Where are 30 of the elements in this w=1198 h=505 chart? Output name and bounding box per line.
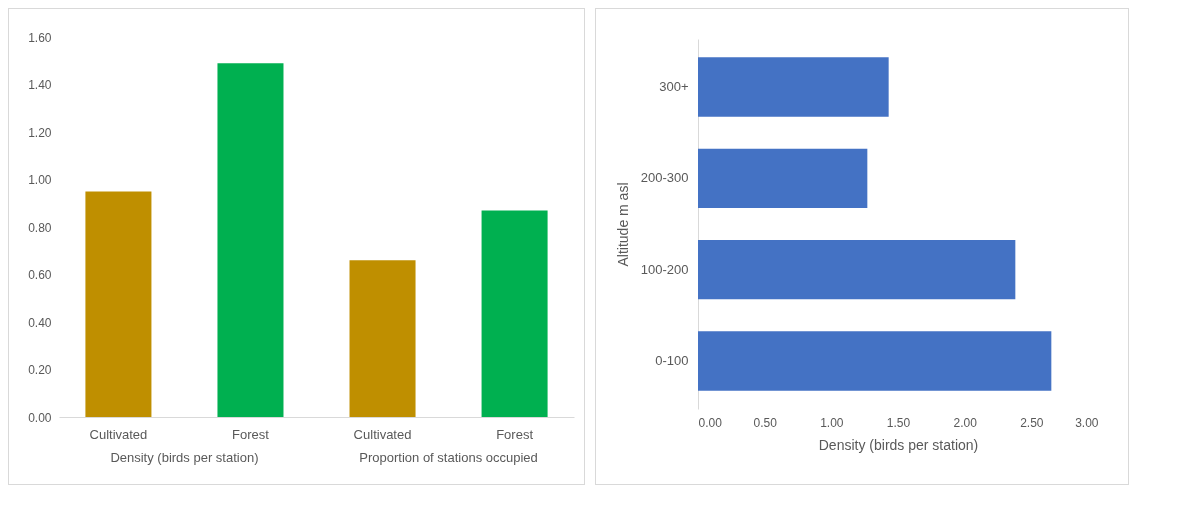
bar bbox=[85, 191, 152, 417]
text: Forest bbox=[496, 427, 533, 442]
y-tick-label: 1.00 bbox=[28, 173, 52, 187]
y-tick-label: 0.80 bbox=[28, 220, 52, 235]
bar bbox=[481, 210, 548, 417]
x-tick-label: 0.50 bbox=[753, 415, 778, 430]
y-tick-label: 1.40 bbox=[28, 78, 52, 92]
text: Cultivated bbox=[353, 427, 412, 442]
y-tick-label: 300+ bbox=[659, 78, 689, 94]
series-label: Forest bbox=[232, 427, 270, 442]
x-tick-label: 2.50 bbox=[1020, 415, 1044, 430]
y-tick-label: 200-300 bbox=[640, 170, 689, 186]
x-axis-title: Density (birds per station) bbox=[818, 436, 979, 453]
bar bbox=[349, 260, 416, 417]
series-label: Cultivated bbox=[89, 427, 148, 442]
x-tick-label: 1.00 bbox=[820, 415, 844, 430]
x-tick-label: Proportion of stations occupied bbox=[359, 449, 538, 465]
y-tick-label: 0.60 bbox=[28, 268, 52, 282]
x-tick-label: 1.50 bbox=[886, 415, 911, 430]
y-tick-label: 1.60 bbox=[28, 30, 52, 45]
y-tick-label: 0.40 bbox=[28, 315, 52, 330]
x-tick-label: 0.00 bbox=[698, 415, 723, 430]
y-tick-label: 0-100 bbox=[655, 353, 689, 369]
y-tick-label: 100-200 bbox=[640, 261, 689, 277]
bar bbox=[217, 63, 284, 417]
x-tick-label: 2.00 bbox=[953, 415, 978, 430]
y-tick-label: 0.20 bbox=[28, 363, 52, 377]
y-axis-title: Altitude m asl bbox=[614, 182, 631, 267]
y-tick-label: 1.20 bbox=[28, 125, 52, 140]
x-tick-label: 3.00 bbox=[1075, 415, 1099, 430]
